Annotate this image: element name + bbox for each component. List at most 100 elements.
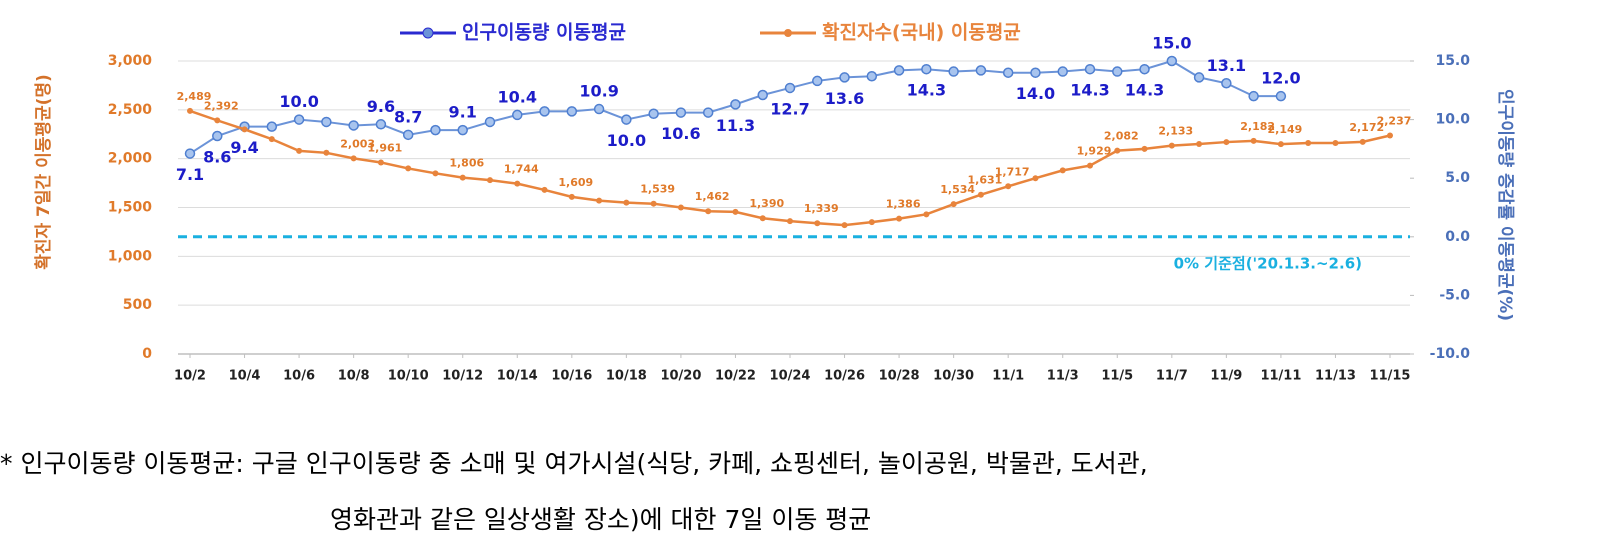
x-tick-label: 10/22 (715, 369, 756, 384)
point (187, 107, 193, 114)
point (787, 218, 793, 225)
point (759, 215, 766, 222)
y2-tick-label: -5.0 (1439, 287, 1470, 303)
point (814, 220, 821, 227)
data-label: 12.7 (770, 99, 809, 118)
point (923, 211, 930, 218)
point (459, 174, 466, 181)
data-label: 2,392 (204, 99, 239, 112)
data-label: 8.7 (394, 107, 422, 126)
point (757, 89, 768, 101)
data-label: 1,717 (995, 165, 1030, 178)
y-tick-label: 3,000 (108, 53, 153, 69)
point (893, 65, 905, 76)
x-tick-label: 10/20 (660, 369, 701, 384)
x-tick-label: 10/14 (497, 369, 538, 384)
point (621, 114, 632, 125)
point (484, 116, 496, 128)
point (348, 120, 359, 131)
data-label: 13.1 (1207, 56, 1246, 75)
x-tick-label: 11/11 (1260, 369, 1301, 384)
point (487, 177, 493, 184)
point (1305, 140, 1312, 147)
data-label: 1,339 (804, 202, 839, 215)
y-tick-label: 1,000 (108, 248, 153, 264)
point (1005, 183, 1012, 190)
y2-tick-label: 0.0 (1445, 229, 1470, 245)
data-label: 13.6 (825, 89, 864, 108)
data-label: 1,462 (695, 190, 730, 203)
data-label: 10.4 (498, 87, 537, 106)
data-label: 1,744 (504, 163, 539, 176)
y-tick-label: 2,500 (108, 102, 153, 118)
x-tick-label: 10/30 (933, 369, 974, 384)
point (296, 147, 303, 154)
point (812, 75, 823, 87)
x-tick-label: 10/16 (551, 369, 592, 384)
point (1166, 55, 1178, 67)
point (1112, 66, 1123, 77)
point (402, 129, 414, 141)
footnote-line: 영화관과 같은 일상생활 장소)에 대한 7일 이동 평균 (330, 505, 871, 534)
point (1275, 90, 1287, 102)
point (677, 204, 684, 211)
data-label: 10.6 (661, 124, 700, 143)
point (896, 215, 903, 222)
point (375, 119, 387, 130)
y-tick-label: 2,000 (108, 151, 153, 167)
data-label: 1,609 (558, 176, 593, 189)
legend-marker (422, 27, 434, 39)
y-tick-label: 500 (123, 297, 152, 313)
data-label: 2,003 (340, 137, 375, 150)
x-tick-label: 11/1 (992, 369, 1024, 384)
data-label: 14.3 (907, 81, 946, 100)
point (514, 180, 521, 187)
data-label: 1,961 (368, 141, 403, 154)
point (1141, 145, 1148, 152)
point (1250, 137, 1257, 144)
point (350, 155, 357, 162)
point (1059, 167, 1066, 174)
point (1168, 142, 1175, 149)
data-label: 1,534 (940, 183, 975, 196)
point (1359, 138, 1366, 145)
point (1223, 139, 1230, 146)
point (705, 208, 712, 215)
x-tick-label: 11/7 (1156, 369, 1188, 384)
point (839, 72, 850, 83)
point (539, 106, 550, 117)
point (1057, 66, 1068, 77)
point (841, 222, 848, 229)
x-tick-label: 11/13 (1315, 369, 1356, 384)
point (730, 99, 741, 110)
data-label: 8.6 (203, 148, 231, 167)
data-label: 10.9 (579, 82, 618, 101)
footnote-line: * 인구이동량 이동평균: 구글 인구이동량 중 소매 및 여가시설(식당, 카… (0, 449, 1148, 478)
data-label: 10.0 (279, 92, 318, 111)
x-tick-label: 10/26 (824, 369, 865, 384)
data-label: 1,386 (886, 198, 921, 211)
point (1248, 90, 1259, 102)
point (675, 107, 687, 118)
data-label: 9.4 (230, 138, 258, 157)
point (732, 208, 739, 215)
x-tick-label: 11/5 (1101, 369, 1133, 384)
point (1277, 141, 1284, 148)
point (432, 170, 439, 177)
point (1002, 67, 1014, 78)
point (512, 109, 523, 121)
point (702, 107, 714, 118)
point (977, 191, 984, 198)
point (541, 186, 548, 193)
x-tick-label: 11/9 (1210, 369, 1242, 384)
point (975, 65, 987, 76)
x-tick-label: 10/12 (442, 369, 483, 384)
data-label: 14.0 (1016, 84, 1055, 103)
y2-tick-label: 5.0 (1445, 170, 1470, 186)
x-tick-label: 10/10 (388, 369, 429, 384)
data-label: 12.0 (1261, 69, 1300, 88)
point (921, 63, 932, 75)
point (457, 124, 468, 136)
point (293, 114, 305, 125)
point (866, 70, 878, 82)
